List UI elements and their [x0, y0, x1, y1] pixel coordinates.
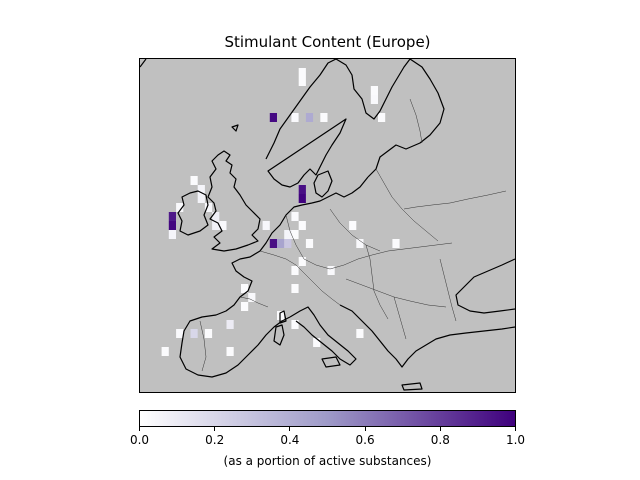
- grid-cell: [269, 113, 277, 122]
- colorbar-tick-label: 0.4: [280, 433, 300, 447]
- grid-cell: [284, 239, 292, 248]
- grid-cell: [291, 266, 299, 275]
- grid-cell: [168, 212, 176, 221]
- grid-cell: [291, 320, 299, 329]
- grid-cell: [204, 203, 213, 212]
- grid-cell: [204, 329, 213, 338]
- grid-cell: [298, 194, 306, 203]
- grid-cell: [298, 77, 306, 86]
- grid-cell: [298, 221, 306, 230]
- border-line: [393, 296, 407, 340]
- grid-cell: [349, 221, 357, 230]
- coastline-corsica: [279, 310, 287, 324]
- colorbar-label: (as a portion of active substances): [223, 454, 432, 468]
- coastline-continent: [179, 202, 313, 378]
- coastline-iceland-edge: [140, 59, 147, 68]
- coastline-balkans: [339, 304, 515, 368]
- grid-cell: [370, 95, 378, 104]
- grid-cell: [291, 113, 299, 122]
- border-line: [439, 258, 457, 322]
- grid-cell: [284, 230, 292, 239]
- coastlines: [140, 59, 515, 391]
- grid-cell: [197, 194, 205, 203]
- colorbar-tick-mark: [364, 427, 366, 431]
- grid-cell: [176, 203, 184, 212]
- grid-cell: [313, 338, 321, 347]
- grid-cell: [291, 230, 299, 239]
- border-line: [365, 244, 389, 320]
- coastline-orkney: [231, 124, 239, 132]
- grid-cell: [392, 239, 400, 248]
- colorbar-tick-mark: [515, 427, 516, 431]
- border-line: [285, 214, 453, 270]
- coastline-denmark: [313, 170, 333, 198]
- coastline-finland: [367, 59, 445, 178]
- coastline-sicily: [321, 356, 341, 368]
- grid-cell: [269, 239, 277, 248]
- grid-cell: [262, 221, 270, 230]
- colorbar-tick-label: 0.2: [205, 433, 225, 447]
- colorbar: [139, 410, 516, 427]
- colorbar-tick-mark: [139, 427, 140, 431]
- grid-cell: [356, 239, 364, 248]
- grid-cell: [356, 329, 364, 338]
- country-borders: [199, 98, 507, 372]
- border-line: [329, 208, 381, 252]
- grid-cell: [241, 284, 249, 293]
- colorbar-ticks: 0.0 0.2 0.4 0.6 0.8 1.0: [130, 427, 525, 447]
- ocean-background: [140, 59, 515, 392]
- grid-cell: [168, 221, 176, 230]
- grid-cell: [370, 86, 378, 95]
- colorbar-tick-mark: [439, 427, 441, 431]
- colorbar-tick-mark: [214, 427, 216, 431]
- coastline-sardinia: [273, 324, 285, 346]
- coastline-crete: [401, 382, 423, 391]
- grid-cell: [378, 113, 386, 122]
- grid-cell: [327, 266, 335, 275]
- grid-cell: [298, 68, 306, 77]
- map-plot-area: [139, 58, 516, 393]
- grid-cell: [291, 212, 299, 221]
- colorbar-tick-label: 1.0: [505, 433, 526, 447]
- grid-cell: [298, 185, 306, 194]
- grid-cell: [277, 239, 285, 248]
- coastline-baltic: [311, 176, 369, 204]
- grid-cell: [305, 239, 314, 248]
- grid-cell: [161, 347, 169, 356]
- border-line: [409, 98, 423, 144]
- coastline-black-sea: [455, 258, 515, 314]
- colorbar-tick-label: 0.6: [355, 433, 375, 447]
- grid-cell: [226, 347, 234, 356]
- coastline-great-britain: [207, 150, 261, 252]
- map-title: Stimulant Content (Europe): [224, 33, 431, 51]
- grid-cell: [248, 293, 256, 302]
- grid-cell: [298, 257, 306, 266]
- border-line: [259, 250, 341, 306]
- border-line: [199, 320, 207, 372]
- grid-cell: [291, 284, 299, 293]
- grid-cell: [176, 329, 184, 338]
- grid-cell: [190, 329, 198, 338]
- colorbar-tick-mark: [289, 427, 291, 431]
- grid-cell: [212, 221, 220, 230]
- grid-cell: [226, 320, 234, 329]
- border-line: [239, 296, 269, 308]
- colorbar-tick-label: 0.8: [430, 433, 450, 447]
- grid-cell: [212, 212, 220, 221]
- coastline-scandinavia: [265, 59, 411, 188]
- grid-cell: [190, 176, 198, 185]
- grid-cell: [305, 113, 314, 122]
- border-line: [375, 168, 439, 242]
- grid-cell: [168, 230, 176, 239]
- coastline-ireland: [177, 190, 209, 236]
- grid-cell: [219, 221, 227, 230]
- coastline-italy: [289, 306, 357, 366]
- grid-cell: [241, 302, 249, 311]
- colorbar-tick-label: 0.0: [129, 433, 150, 447]
- border-line: [403, 190, 507, 210]
- grid-cell: [197, 185, 205, 194]
- grid-cell: [320, 113, 328, 122]
